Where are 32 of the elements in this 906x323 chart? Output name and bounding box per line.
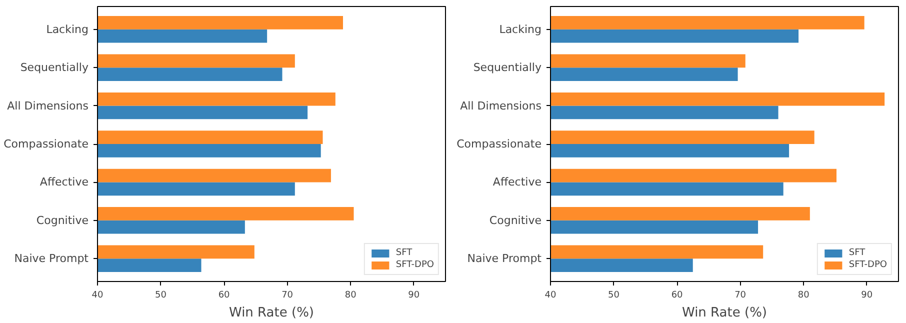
y-tick-label: Naive Prompt xyxy=(14,252,90,266)
y-tick-label: Affective xyxy=(492,176,542,189)
x-tick-label: 40 xyxy=(544,290,556,300)
x-tick-label: 50 xyxy=(155,290,167,300)
y-tick-label: Affective xyxy=(40,176,89,189)
x-tick-label: 80 xyxy=(344,290,357,300)
x-tick-label: 90 xyxy=(861,290,873,300)
y-tick-label: Sequentially xyxy=(473,61,542,74)
x-tick-label: 90 xyxy=(408,290,420,300)
x-tick-label: 80 xyxy=(798,290,810,300)
legend-label: SFT xyxy=(396,248,414,258)
x-axis-title: Win Rate (%) xyxy=(682,306,768,320)
y-tick-label: Cognitive xyxy=(36,214,89,227)
legend-label: SFT xyxy=(848,248,866,258)
x-tick-label: 60 xyxy=(671,290,684,300)
x-tick-label: 70 xyxy=(734,290,746,300)
y-tick-label: Naive Prompt xyxy=(467,252,542,266)
x-tick-label: 60 xyxy=(218,290,230,300)
x-tick-label: 50 xyxy=(608,290,620,300)
y-tick-label: Compassionate xyxy=(456,138,542,150)
y-tick-label: Compassionate xyxy=(4,138,89,150)
y-tick-label: Lacking xyxy=(46,22,89,36)
x-tick-label: 70 xyxy=(282,290,294,300)
legend-label: SFT-DPO xyxy=(848,260,887,270)
y-tick-label: Lacking xyxy=(499,22,542,36)
x-tick-label: 40 xyxy=(92,290,104,300)
y-tick-label: All Dimensions xyxy=(460,99,542,112)
y-tick-label: Cognitive xyxy=(489,214,542,227)
x-axis-title: Win Rate (%) xyxy=(229,306,314,320)
y-tick-label: All Dimensions xyxy=(7,99,89,112)
legend-label: SFT-DPO xyxy=(396,260,434,270)
y-tick-label: Sequentially xyxy=(20,61,89,74)
